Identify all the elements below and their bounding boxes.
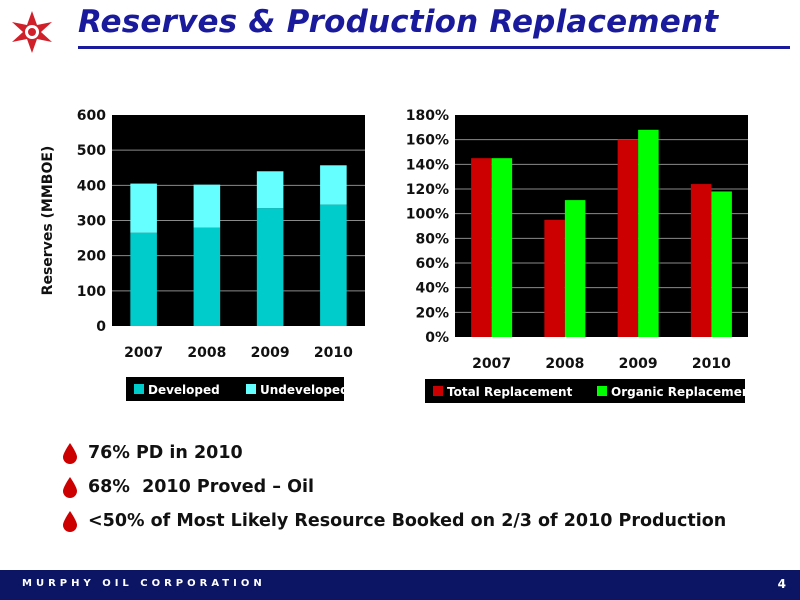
legend-swatch <box>134 384 144 394</box>
bar-developed <box>130 232 157 326</box>
footer-company: MURPHY OIL CORPORATION <box>22 578 266 589</box>
reserves-chart: 0 100 200 300 400 500 600 Reserves (MMBOE) 2007 2… <box>40 108 365 401</box>
x-tick-label: 2010 <box>692 356 731 372</box>
y-tick-label: 200 <box>77 249 106 265</box>
bar-undeveloped <box>320 165 347 205</box>
replacement-chart: 0% 20% 40% 60% 80% 100% 120% 140% 160% 180% 2007 20… <box>406 108 756 403</box>
y-tick-label: 600 <box>77 108 106 124</box>
bar-undeveloped <box>256 171 284 209</box>
oil-drop-icon <box>63 511 77 532</box>
y-tick-label: 0 <box>96 319 106 335</box>
x-tick-label: 2007 <box>124 345 163 361</box>
chart-legend: Total Replacement Organic Replacement <box>425 379 756 403</box>
chart-legend: Developed Undeveloped <box>126 377 349 401</box>
murphy-logo-icon <box>12 11 52 53</box>
y-tick-label: 140% <box>406 157 449 173</box>
y-tick-label: 60% <box>415 256 449 272</box>
legend-label: Undeveloped <box>260 383 349 397</box>
x-tick-label: 2008 <box>187 345 226 361</box>
footer-bar: MURPHY OIL CORPORATION 4 <box>0 570 800 600</box>
y-tick-label: 120% <box>406 182 449 198</box>
bullet-list: 76% PD in 2010 68% 2010 Proved – Oil <50… <box>62 436 726 538</box>
bar-total-replacement <box>690 184 712 337</box>
x-tick-label: 2007 <box>472 356 511 372</box>
legend-label: Developed <box>148 383 220 397</box>
legend-swatch <box>433 386 443 396</box>
bar-total-replacement <box>544 219 565 337</box>
x-tick-label: 2009 <box>619 356 658 372</box>
bullet-text: 76% PD in 2010 <box>88 443 243 463</box>
bar-organic-replacement <box>711 191 732 337</box>
bar-developed <box>193 227 221 326</box>
y-tick-label: 40% <box>415 281 449 297</box>
x-tick-label: 2009 <box>251 345 290 361</box>
y-tick-label: 100% <box>406 207 449 223</box>
bar-organic-replacement <box>564 200 586 337</box>
y-tick-label: 160% <box>406 133 449 149</box>
y-tick-label: 0% <box>425 330 449 346</box>
bullet-item: 68% 2010 Proved – Oil <box>62 470 726 504</box>
page-title: Reserves & Production Replacement <box>78 4 719 40</box>
y-tick-label: 500 <box>77 143 106 159</box>
y-tick-label: 300 <box>77 214 106 230</box>
bullet-text: 68% 2010 Proved – Oil <box>88 477 314 497</box>
oil-drop-icon <box>63 477 77 498</box>
legend-box <box>425 379 745 403</box>
y-axis-label: Reserves (MMBOE) <box>40 146 56 296</box>
bar-organic-replacement <box>491 158 513 337</box>
x-tick-label: 2010 <box>314 345 353 361</box>
bullet-text: <50% of Most Likely Resource Booked on 2… <box>88 511 727 531</box>
bar-total-replacement <box>471 158 492 337</box>
y-tick-label: 400 <box>77 178 106 194</box>
y-tick-label: 180% <box>406 108 449 124</box>
legend-swatch <box>246 384 256 394</box>
y-tick-label: 100 <box>77 284 106 300</box>
bullet-item: 76% PD in 2010 <box>62 436 726 470</box>
legend-label: Organic Replacement <box>611 385 756 399</box>
oil-drop-icon <box>63 443 77 464</box>
bar-total-replacement <box>617 139 639 337</box>
legend-box <box>126 377 344 401</box>
legend-label: Total Replacement <box>447 385 573 399</box>
bar-developed <box>320 204 347 326</box>
title-underline <box>78 46 790 49</box>
bar-undeveloped <box>193 184 221 228</box>
bar-undeveloped <box>130 183 157 233</box>
legend-swatch <box>597 386 607 396</box>
page-number: 4 <box>777 577 786 591</box>
bar-developed <box>256 208 284 326</box>
bullet-item: <50% of Most Likely Resource Booked on 2… <box>62 504 726 538</box>
bar-organic-replacement <box>638 129 659 337</box>
y-tick-label: 20% <box>415 305 449 321</box>
y-tick-label: 80% <box>415 231 449 247</box>
x-tick-label: 2008 <box>545 356 584 372</box>
